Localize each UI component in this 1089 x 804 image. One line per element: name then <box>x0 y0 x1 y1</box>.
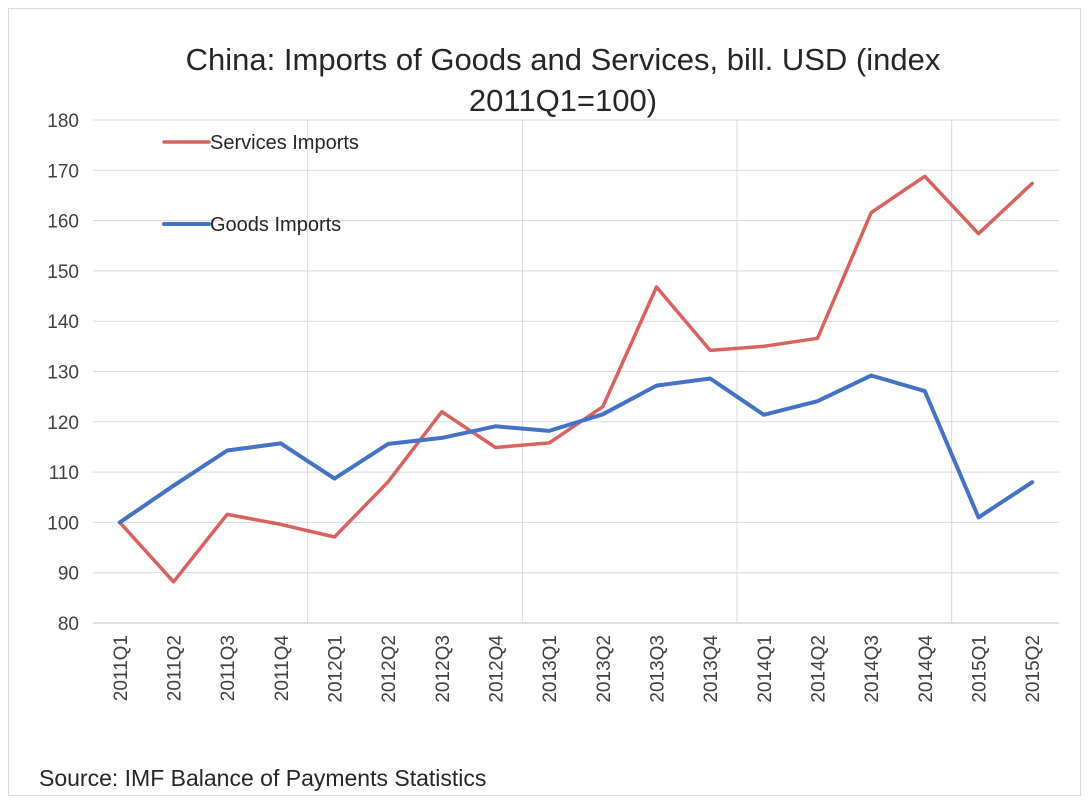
x-tick-label: 2012Q4 <box>487 635 508 703</box>
x-tick-label: 2013Q3 <box>648 635 669 703</box>
x-tick-label: 2013Q1 <box>540 635 561 703</box>
series-line-services <box>118 174 1034 584</box>
y-tick-label: 180 <box>47 111 79 132</box>
x-tick-label: 2014Q4 <box>916 635 937 703</box>
axes: 80 90 100 110 120 130 140 150 160 170 180 2011Q1 201… <box>47 111 1059 703</box>
x-tick-label: 2014Q2 <box>809 635 830 703</box>
x-tick-label: 2012Q2 <box>379 635 400 703</box>
x-tick-label: 2012Q3 <box>433 635 454 703</box>
chart-title-line-1: China: Imports of Goods and Services, bi… <box>186 42 941 77</box>
source-note: Source: IMF Balance of Payments Statisti… <box>39 765 487 791</box>
legend-label: Goods Imports <box>210 214 341 236</box>
y-tick-label: 120 <box>47 413 79 434</box>
grid <box>93 119 1059 624</box>
x-tick-label: 2013Q4 <box>701 635 722 703</box>
y-tick-label: 140 <box>47 312 79 333</box>
y-tick-label: 90 <box>58 564 79 585</box>
x-tick-label: 2014Q1 <box>755 635 776 703</box>
series-line-goods <box>117 373 1035 525</box>
series <box>117 174 1035 584</box>
y-tick-label: 100 <box>47 513 79 534</box>
y-tick-label: 160 <box>47 212 79 233</box>
chart-title-line-2: 2011Q1=100) <box>469 83 657 118</box>
x-tick-label: 2011Q2 <box>165 635 186 701</box>
x-tick-label: 2011Q4 <box>272 635 293 702</box>
line-chart: China: Imports of Goods and Services, bi… <box>47 42 1059 703</box>
x-tick-label: 2011Q3 <box>218 635 239 701</box>
y-tick-label: 170 <box>47 161 79 182</box>
legend: Services Imports Goods Imports <box>162 132 359 236</box>
x-tick-label: 2015Q2 <box>1023 635 1044 703</box>
legend-label: Services Imports <box>210 132 359 154</box>
x-tick-label: 2015Q1 <box>970 635 991 703</box>
x-tick-label: 2013Q2 <box>594 635 615 703</box>
y-tick-label: 80 <box>58 614 79 635</box>
y-tick-label: 130 <box>47 363 79 384</box>
y-tick-label: 110 <box>49 463 79 484</box>
x-tick-label: 2011Q1 <box>111 635 132 701</box>
x-tick-label: 2014Q3 <box>862 635 883 703</box>
y-tick-label: 150 <box>47 262 79 283</box>
chart-frame: China: Imports of Goods and Services, bi… <box>8 8 1081 796</box>
x-tick-label: 2012Q1 <box>326 635 347 703</box>
